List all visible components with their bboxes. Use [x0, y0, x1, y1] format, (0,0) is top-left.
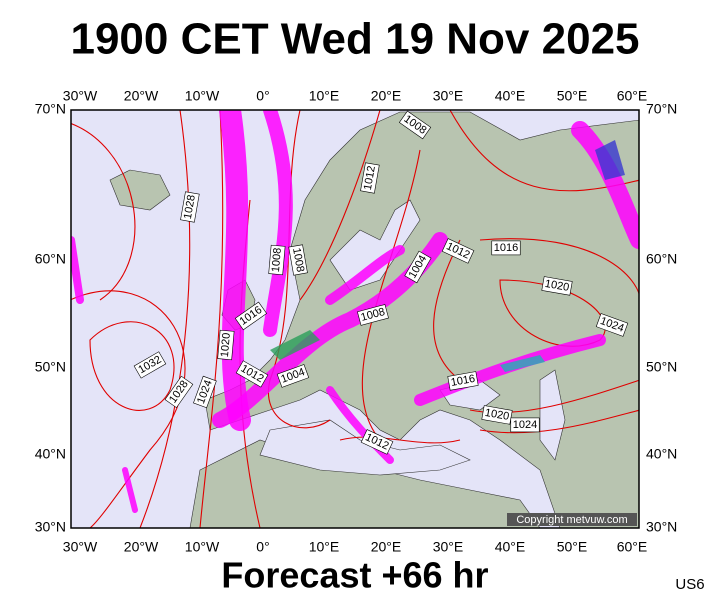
lon-label: 10°E: [309, 88, 340, 104]
lon-label: 20°W: [124, 88, 159, 104]
isobar-label-box: [541, 276, 573, 296]
lon-label: 20°W: [124, 539, 159, 555]
isobar-label-box: [491, 240, 521, 256]
lon-label: 30°E: [433, 539, 464, 555]
lon-label: 0°: [256, 539, 269, 555]
isobar-label: 1020: [484, 407, 510, 423]
isobar-label-box: [288, 244, 308, 276]
lon-label: 60°E: [617, 88, 648, 104]
isobar-label-box: [441, 238, 475, 264]
isobar-label-box: [360, 162, 380, 194]
isobar-label-box: [217, 329, 235, 361]
isobar-label-box: [398, 110, 432, 140]
isobar-label: 1028: [182, 194, 198, 220]
lon-label: 30°W: [63, 88, 98, 104]
isobar-label-box: [360, 429, 394, 455]
map-area: 1008 1012 1028 1008 1008 1012 1016 1004 …: [71, 110, 639, 528]
lat-label: 70°N: [646, 101, 677, 117]
isobar-label-box: [193, 375, 217, 409]
lat-label: 40°N: [35, 446, 66, 462]
lon-label: 10°W: [185, 88, 220, 104]
isobar-label-box: [404, 250, 432, 284]
isobar-label: 1012: [362, 165, 378, 191]
lon-label: 50°E: [557, 88, 588, 104]
lon-label: 50°E: [557, 539, 588, 555]
isobar-label-box: [268, 244, 286, 276]
isobar-label-box: [133, 351, 167, 379]
isobar-label-box: [235, 360, 269, 388]
lat-label: 60°N: [646, 251, 677, 267]
isobar-label: 1024: [513, 419, 537, 431]
lat-label: 40°N: [646, 446, 677, 462]
lon-label: 30°W: [63, 539, 98, 555]
axis-labels: 30°W 30°W 20°W 20°W 10°W 10°W 0° 0° 10°E 10°E 20°E…: [35, 88, 678, 555]
copyright: Copyright metvuw.com: [516, 514, 627, 526]
isobar-label-box: [510, 417, 540, 433]
code: US6: [675, 576, 704, 593]
isobar-label: 1016: [450, 373, 476, 389]
lon-label: 60°E: [617, 539, 648, 555]
lat-label: 50°N: [35, 359, 66, 375]
lat-label: 30°N: [35, 519, 66, 535]
map-frame: [70, 109, 640, 529]
forecast: Forecast +66 hr: [221, 555, 488, 596]
isobar-label-box: [164, 375, 194, 409]
inland-seas: [259, 199, 566, 476]
isobar-label-box: [357, 304, 389, 326]
isobar-label: 1020: [219, 332, 233, 357]
isobar-label-box: [180, 191, 200, 223]
lat-label: 60°N: [35, 251, 66, 267]
lat-label: 50°N: [646, 359, 677, 375]
isobar-label-box: [595, 313, 629, 337]
lon-label: 10°E: [309, 539, 340, 555]
lon-label: 40°E: [495, 539, 526, 555]
title: 1900 CET Wed 19 Nov 2025: [70, 15, 639, 64]
lon-label: 30°E: [433, 88, 464, 104]
isobar-label: 1008: [290, 247, 306, 273]
lat-label: 70°N: [35, 101, 66, 117]
isobar-label: 1016: [494, 242, 518, 254]
isobar-label: 1008: [270, 247, 284, 272]
lon-label: 0°: [256, 88, 269, 104]
isobar-label-box: [276, 364, 310, 388]
isobar-label: 1020: [544, 278, 570, 294]
lat-label: 30°N: [646, 519, 677, 535]
lon-label: 40°E: [495, 88, 526, 104]
isobar-label-box: [481, 405, 513, 425]
lon-label: 20°E: [371, 88, 402, 104]
lon-label: 20°E: [371, 539, 402, 555]
isobar-label-box: [234, 301, 268, 331]
isobar-label-box: [447, 371, 479, 391]
lon-label: 10°W: [185, 539, 220, 555]
copyright-box: [507, 513, 637, 526]
